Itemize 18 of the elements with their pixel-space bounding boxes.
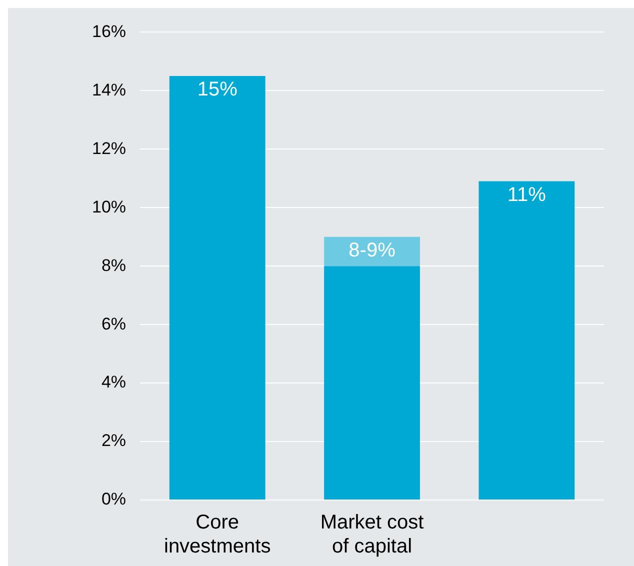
data-label: 15%: [197, 78, 238, 101]
bar: [169, 76, 266, 500]
data-label: 11%: [507, 184, 546, 206]
y-tick-label: 8%: [101, 256, 126, 275]
y-tick-label: 6%: [101, 314, 126, 334]
y-tick-label: 0%: [101, 490, 126, 509]
y-tick-label: 10%: [92, 197, 126, 216]
bar: [324, 266, 420, 500]
x-tick-label: Market cost of capital: [320, 512, 424, 558]
y-tick-label: 4%: [101, 372, 126, 392]
bar: [324, 236, 420, 266]
x-tick-label: Core investments: [164, 512, 271, 558]
y-tick-label: 16%: [92, 22, 126, 41]
y-tick-label: 2%: [101, 431, 126, 450]
y-tick-label: 12%: [92, 138, 126, 158]
annotation: 8-9%: [348, 239, 396, 262]
bar: [478, 181, 575, 500]
y-tick-label: 14%: [92, 80, 126, 100]
